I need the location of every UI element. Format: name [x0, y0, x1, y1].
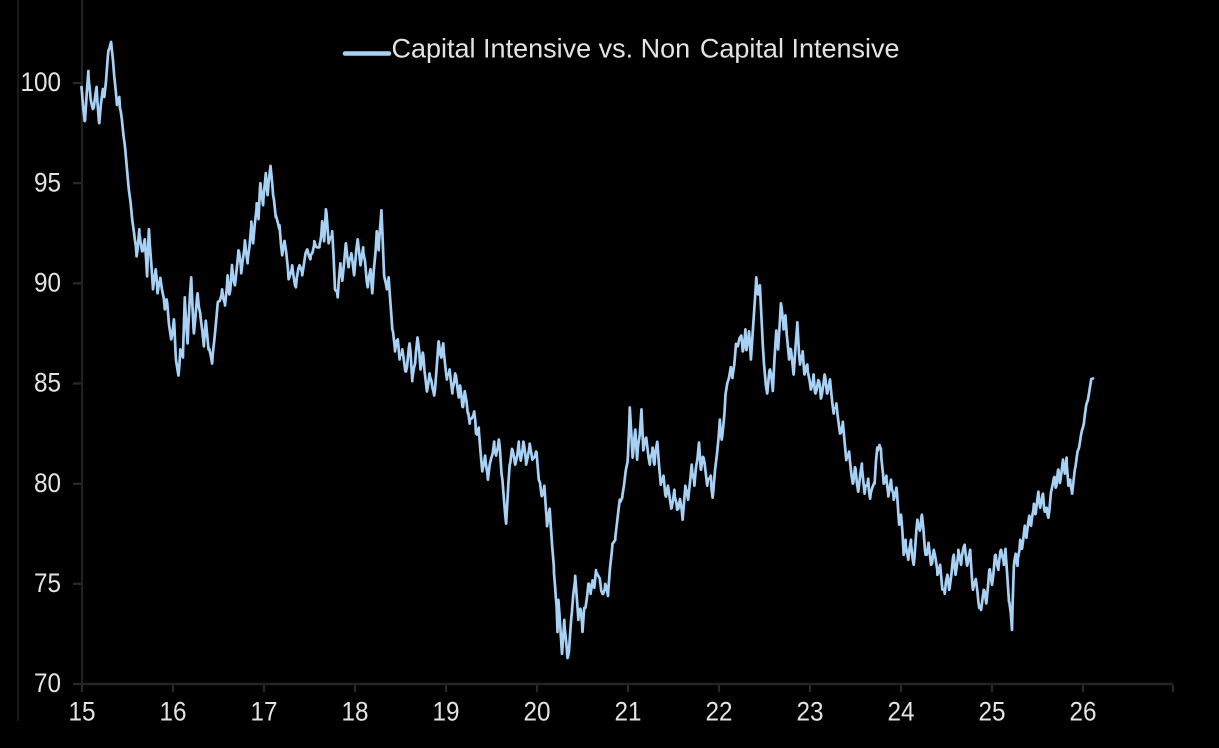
svg-text:26: 26	[1070, 697, 1097, 727]
svg-text:95: 95	[34, 167, 61, 197]
svg-text:21: 21	[615, 697, 642, 727]
svg-text:23: 23	[797, 697, 824, 727]
svg-text:Capital Intensive vs. Non Cap: Capital Intensive vs. Non Capital Intens…	[392, 34, 900, 64]
svg-text:70: 70	[34, 668, 61, 698]
svg-text:80: 80	[34, 468, 61, 498]
svg-text:90: 90	[34, 268, 61, 298]
svg-text:20: 20	[524, 697, 551, 727]
svg-text:24: 24	[888, 697, 915, 727]
svg-text:100: 100	[21, 67, 62, 97]
svg-text:85: 85	[34, 368, 61, 398]
svg-text:17: 17	[251, 697, 278, 727]
svg-text:16: 16	[160, 697, 187, 727]
svg-text:75: 75	[34, 568, 61, 598]
svg-text:22: 22	[706, 697, 733, 727]
svg-text:19: 19	[433, 697, 460, 727]
svg-text:18: 18	[342, 697, 369, 727]
svg-text:15: 15	[69, 697, 96, 727]
svg-text:25: 25	[979, 697, 1006, 727]
